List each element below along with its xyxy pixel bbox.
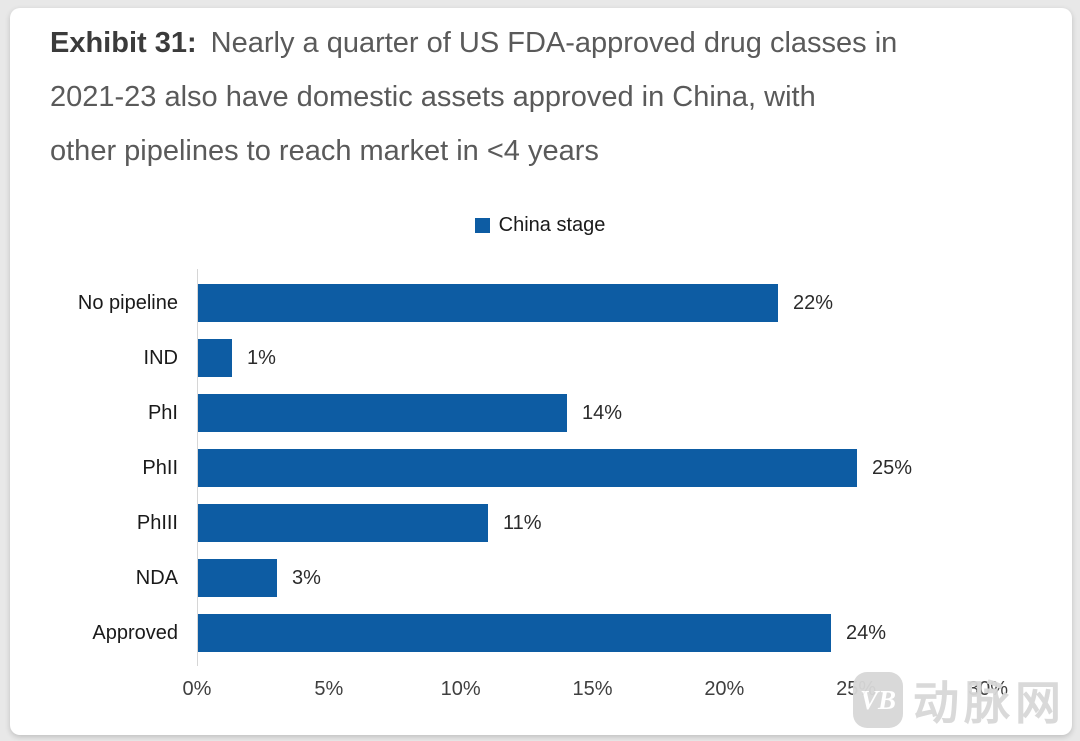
- x-axis-tick-label: 20%: [704, 678, 745, 700]
- x-axis-tick-label: 0%: [182, 678, 212, 700]
- value-label: 14%: [582, 402, 623, 424]
- bar-phi: [198, 394, 567, 432]
- value-label: 24%: [846, 622, 887, 644]
- chart-card: [10, 8, 1072, 735]
- x-axis-tick-label: 15%: [572, 678, 613, 700]
- value-label: 1%: [247, 347, 276, 369]
- category-label: NDA: [135, 567, 178, 589]
- bar-no-pipeline: [198, 284, 778, 322]
- value-label: 3%: [292, 567, 321, 589]
- category-label: No pipeline: [77, 292, 178, 314]
- title-line-3: other pipelines to reach market in <4 ye…: [50, 135, 599, 167]
- watermark-text: 动脉网: [913, 677, 1066, 729]
- x-axis-tick-label: 5%: [314, 678, 344, 700]
- category-label: Approved: [92, 622, 178, 644]
- bar-nda: [198, 559, 277, 597]
- watermark-vb-logo-icon: VB: [853, 672, 903, 728]
- value-label: 11%: [503, 512, 542, 534]
- title-line-1-text: Nearly a quarter of US FDA-approved drug…: [210, 27, 898, 59]
- bar-phiii: [198, 504, 488, 542]
- bar-phii: [198, 449, 857, 487]
- title-prefix: Exhibit 31:: [50, 27, 197, 59]
- title-line-2: 2021-23 also have domestic assets approv…: [50, 81, 816, 113]
- watermark: VB 动脉网: [853, 667, 1066, 733]
- category-label: IND: [143, 347, 178, 369]
- value-label: 25%: [872, 457, 913, 479]
- exhibit-title: Exhibit 31: Nearly a quarter of US FDA-ap…: [50, 16, 1050, 178]
- value-label: 22%: [793, 292, 834, 314]
- legend-swatch-icon: [474, 218, 490, 233]
- legend-label: China stage: [498, 214, 606, 236]
- x-axis-tick-label: 30%: [967, 678, 1009, 700]
- x-axis-tick-label: 10%: [440, 678, 481, 700]
- chart-legend: China stage: [0, 214, 1080, 237]
- bar-ind: [198, 339, 232, 377]
- y-axis-line: [197, 269, 198, 666]
- bar-approved: [198, 614, 831, 652]
- category-label: PhII: [142, 457, 178, 479]
- category-label: PhIII: [136, 512, 178, 534]
- category-label: PhI: [147, 402, 178, 424]
- title-line-1: Exhibit 31: Nearly a quarter of US FDA-ap…: [50, 16, 1050, 70]
